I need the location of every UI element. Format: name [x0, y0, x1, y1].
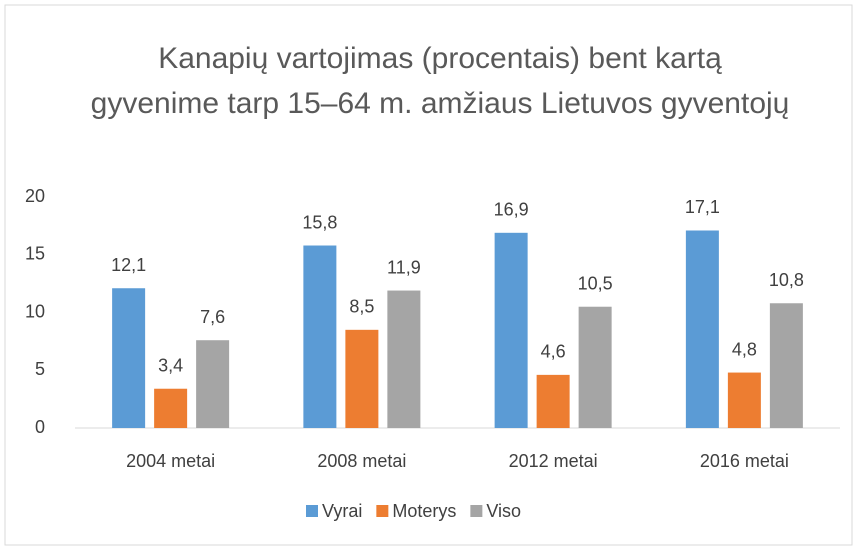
data-label: 3,4 [158, 355, 183, 375]
bar [154, 388, 188, 428]
legend-label: Vyrai [322, 501, 362, 521]
legend-label: Viso [486, 501, 521, 521]
legend-swatch [470, 505, 483, 517]
bar [536, 374, 570, 428]
bar [727, 372, 761, 428]
data-label: 12,1 [111, 255, 146, 275]
bar [494, 232, 528, 428]
data-label: 16,9 [494, 200, 529, 220]
y-tick-label: 10 [25, 301, 45, 321]
bar [769, 303, 803, 428]
chart-title: Kanapių vartojimas (procentais) bent kar… [90, 42, 790, 120]
x-tick-label: 2004 metai [126, 451, 215, 471]
bar [112, 288, 146, 428]
bar [685, 230, 719, 428]
bar [345, 329, 379, 428]
y-tick-label: 5 [35, 359, 45, 379]
legend-label: Moterys [392, 501, 456, 521]
data-label: 11,9 [387, 257, 421, 277]
bar [303, 245, 337, 428]
legend-swatch [376, 505, 389, 517]
data-label: 10,5 [578, 273, 613, 293]
data-label: 17,1 [685, 197, 720, 217]
data-label: 8,5 [349, 297, 374, 317]
legend-swatch [306, 505, 318, 517]
bar [196, 340, 230, 428]
data-label: 15,8 [302, 212, 337, 232]
y-tick-label: 15 [25, 244, 45, 264]
y-tick-label: 20 [25, 186, 45, 206]
data-label: 4,6 [541, 342, 566, 362]
bar [578, 306, 612, 428]
data-label: 10,8 [769, 270, 804, 290]
x-tick-label: 2008 metai [317, 451, 406, 471]
y-tick-label: 0 [35, 417, 45, 437]
x-tick-label: 2016 metai [700, 451, 789, 471]
data-label: 7,6 [200, 307, 225, 327]
data-label: 4,8 [732, 339, 757, 359]
bar [387, 290, 421, 428]
x-tick-label: 2012 metai [509, 451, 598, 471]
